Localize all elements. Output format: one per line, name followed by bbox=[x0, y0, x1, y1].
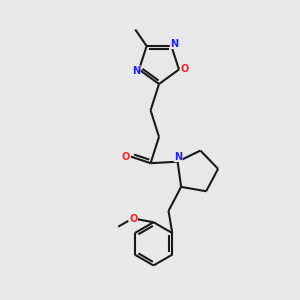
Text: O: O bbox=[129, 214, 137, 224]
Text: O: O bbox=[121, 152, 130, 162]
Text: O: O bbox=[181, 64, 189, 74]
Text: N: N bbox=[132, 66, 140, 76]
Text: N: N bbox=[170, 39, 178, 49]
Text: N: N bbox=[174, 152, 182, 162]
